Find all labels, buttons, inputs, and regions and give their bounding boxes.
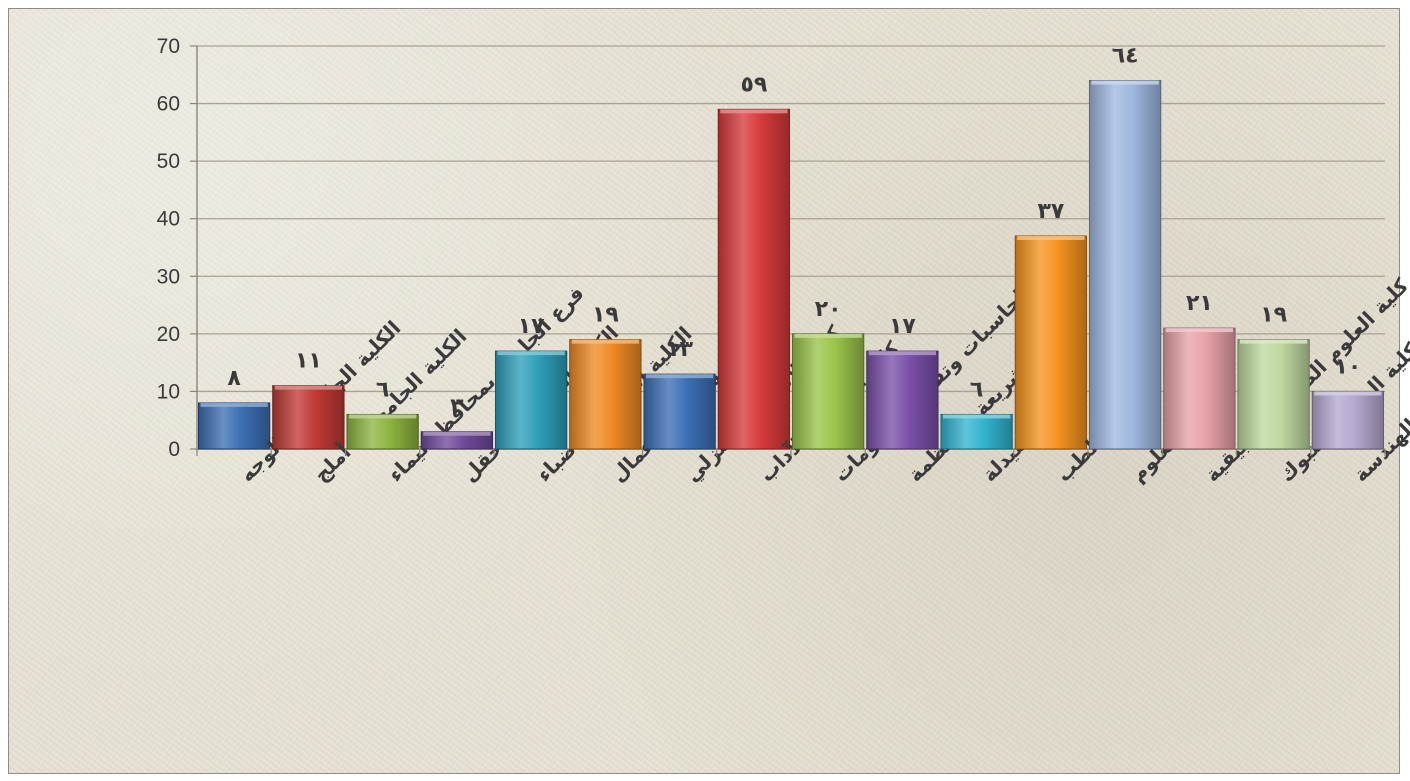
- y-tick-label: 0: [168, 438, 180, 461]
- data-label: ٨: [227, 366, 241, 391]
- data-label: ١٧: [889, 314, 916, 339]
- bar-top-highlight: [1239, 339, 1308, 344]
- bar: [1237, 339, 1310, 450]
- bar: [1311, 390, 1385, 450]
- bar-top-highlight: [794, 333, 862, 338]
- bar-top-highlight: [274, 385, 343, 390]
- bar-top-highlight: [200, 402, 268, 407]
- bar-top-highlight: [868, 351, 937, 356]
- data-label: ١٩: [592, 303, 619, 328]
- bar: [1163, 327, 1236, 450]
- bar-top-highlight: [1165, 328, 1234, 333]
- data-label: ٢٠: [815, 297, 842, 322]
- data-label: ١١: [295, 349, 322, 374]
- bar: [940, 413, 1013, 450]
- bar: [346, 413, 419, 450]
- data-label: ٦: [376, 377, 389, 402]
- data-label: ٦: [970, 377, 983, 402]
- y-tick-label: 30: [157, 265, 180, 288]
- bar-top-highlight: [1091, 80, 1159, 85]
- data-label: ١٩: [1260, 303, 1287, 328]
- bar-top-highlight: [423, 431, 491, 436]
- y-tick-label: 20: [157, 323, 180, 346]
- y-tick-label: 60: [157, 93, 180, 116]
- y-tick-label: 10: [157, 380, 180, 403]
- bar: [717, 108, 791, 450]
- data-label: ٣: [450, 395, 464, 420]
- y-tick-label: 50: [157, 150, 180, 173]
- bar-top-highlight: [720, 109, 788, 114]
- bar: [643, 373, 716, 450]
- bar: [791, 333, 865, 450]
- bar-top-highlight: [942, 414, 1011, 419]
- bar-top-highlight: [1017, 235, 1085, 240]
- bar-top-highlight: [645, 374, 714, 379]
- bar: [1088, 80, 1162, 450]
- bar-top-highlight: [571, 339, 640, 344]
- data-label: ١٣: [666, 337, 693, 362]
- y-tick-label: 40: [157, 208, 180, 231]
- bar: [866, 350, 939, 450]
- data-label: ٢١: [1186, 291, 1213, 316]
- bar: [1014, 235, 1088, 450]
- bar-top-highlight: [497, 351, 565, 356]
- bar: [494, 350, 568, 450]
- data-label: ٣٧: [1037, 199, 1064, 224]
- data-label: ٥٩: [740, 72, 767, 97]
- bar-top-highlight: [1314, 391, 1382, 396]
- data-label: ١٧: [518, 314, 545, 339]
- bar-top-highlight: [348, 414, 417, 419]
- bar: [272, 385, 345, 450]
- data-label: ١٠: [1334, 354, 1361, 379]
- y-tick-label: 70: [157, 35, 180, 58]
- bar: [197, 402, 271, 450]
- bar: [569, 339, 642, 450]
- data-label: ٦٤: [1112, 44, 1139, 69]
